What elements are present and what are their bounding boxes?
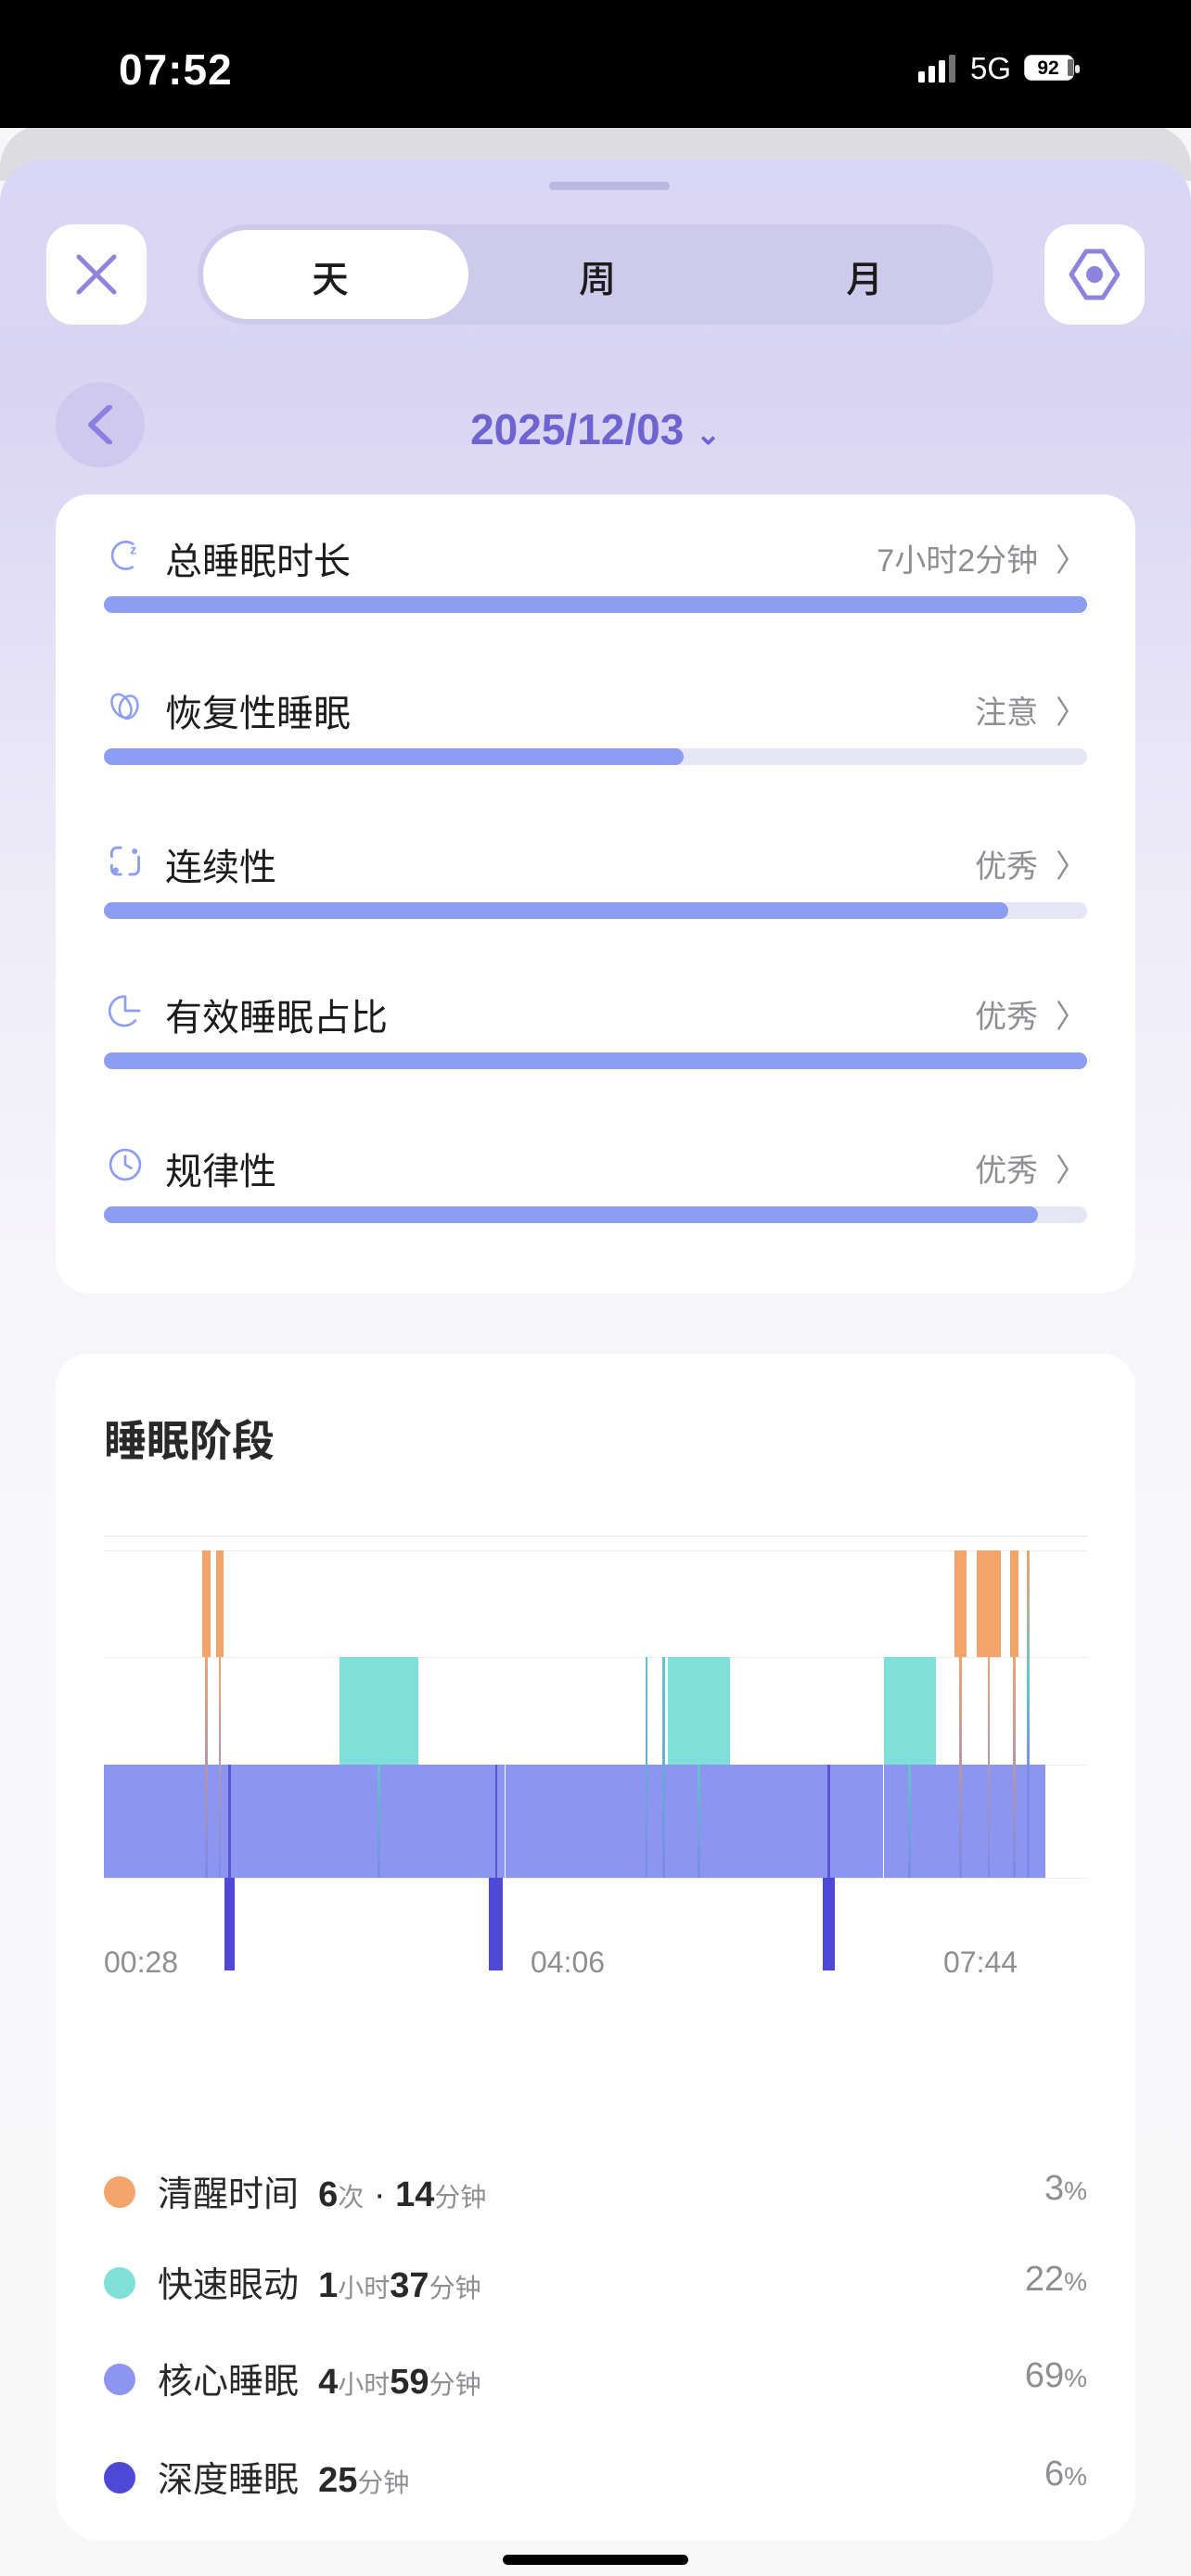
svg-text:z: z (130, 543, 136, 558)
svg-text:92: 92 (1037, 57, 1058, 79)
